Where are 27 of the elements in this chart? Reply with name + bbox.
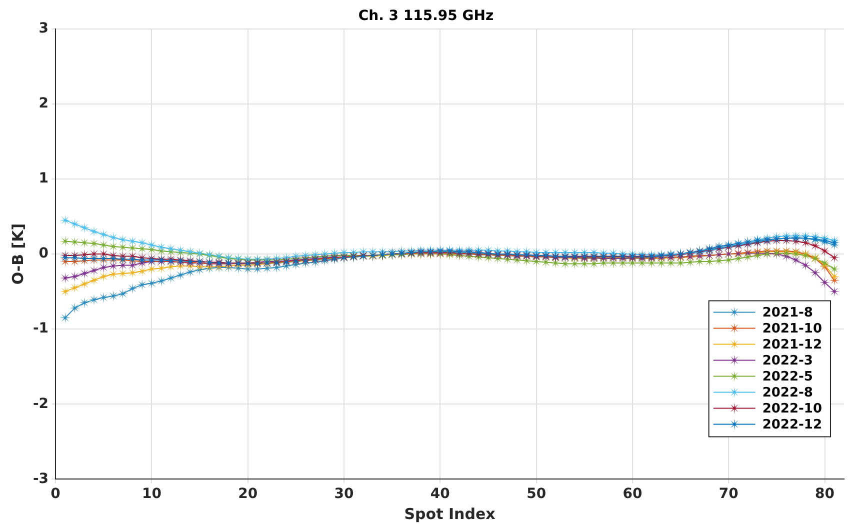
y-tick-label: -2 — [32, 396, 49, 412]
x-tick-label: 40 — [430, 486, 450, 502]
x-axis-title: Spot Index — [404, 504, 496, 523]
x-tick-label: 0 — [50, 486, 61, 502]
legend-label: 2021-8 — [762, 306, 813, 321]
y-tick-label: -1 — [32, 320, 49, 337]
x-tick-label: 60 — [622, 486, 642, 502]
x-tick-label: 50 — [526, 486, 546, 502]
legend-label: 2021-12 — [762, 338, 822, 353]
y-tick-label: 1 — [38, 170, 49, 187]
x-tick-label: 70 — [718, 486, 739, 502]
legend-label: 2022-8 — [762, 386, 813, 401]
x-tick-label: 10 — [142, 486, 162, 502]
x-tick-label: 30 — [334, 486, 354, 502]
chart-title: Ch. 3 115.95 GHz — [358, 8, 494, 24]
legend-label: 2022-3 — [762, 354, 813, 369]
legend-label: 2022-5 — [762, 370, 813, 385]
x-tick-label: 20 — [238, 486, 258, 502]
y-tick-label: 3 — [38, 20, 49, 36]
legend-label: 2022-10 — [762, 402, 822, 417]
y-tick-label: 0 — [38, 246, 49, 262]
y-axis-title: O-B [K] — [8, 223, 27, 285]
x-tick-label: 80 — [815, 486, 835, 502]
legend-label: 2022-12 — [762, 418, 822, 433]
y-tick-label: -3 — [32, 470, 49, 487]
legend-label: 2021-10 — [762, 322, 822, 337]
y-tick-label: 2 — [38, 96, 49, 112]
